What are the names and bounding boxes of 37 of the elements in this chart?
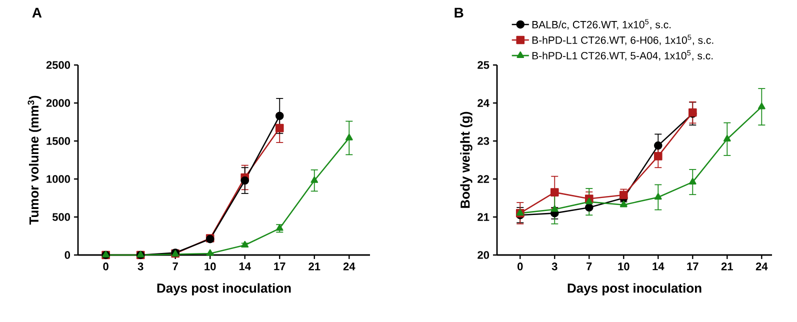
x-tick-label: 24 [756,262,768,270]
x-tick-label: 17 [687,262,698,270]
y-tick-label: 1000 [46,175,70,183]
x-axis-title: Days post inoculation [568,283,702,296]
y-tick-label: 25 [478,61,490,69]
y-tick-label: 22 [478,175,490,183]
x-axis-title: Days post inoculation [157,283,291,296]
chart-title: B [454,8,464,18]
y-tick-label: 21 [478,213,490,221]
x-tick-label: 0 [518,262,523,270]
x-tick-label: 14 [652,262,664,270]
y-tick-label: 23 [478,137,490,145]
x-tick-label: 21 [721,262,733,270]
x-tick-label: 17 [274,262,286,270]
x-tick-label: 10 [618,262,630,270]
y-tick-label: 24 [478,99,490,107]
y-axis-title: Tumor volume (mm$^{3}$) [28,96,42,225]
x-tick-label: 14 [239,262,251,270]
y-tick-label: 20 [478,251,490,259]
legend-label: B-hPD-L1 CT26.WT, 6-H06, 1x10$^{5}$, s.c. [532,34,714,46]
legend-label: B-hPD-L1 CT26.WT, 5-A04, 1x10$^{5}$, s.c. [532,50,713,61]
y-tick-label: 2000 [46,99,70,107]
x-tick-label: 3 [138,262,144,270]
x-tick-label: 24 [343,262,356,270]
y-tick-label: 1500 [46,137,70,145]
x-tick-label: 10 [204,262,216,270]
legend-label: BALB/c, CT26.WT, 1x10$^{5}$, s.c. [532,19,671,30]
x-tick-label: 7 [172,262,178,270]
x-tick-label: 3 [552,262,558,270]
x-tick-label: 7 [586,262,592,270]
chart-title: A [32,8,42,18]
y-tick-label: 0 [64,251,70,259]
x-tick-label: 21 [308,262,320,270]
y-tick-label: 500 [52,213,70,221]
y-axis-title: Body weight (g) [460,112,472,208]
x-tick-label: 0 [103,262,108,270]
y-tick-label: 2500 [46,61,70,69]
